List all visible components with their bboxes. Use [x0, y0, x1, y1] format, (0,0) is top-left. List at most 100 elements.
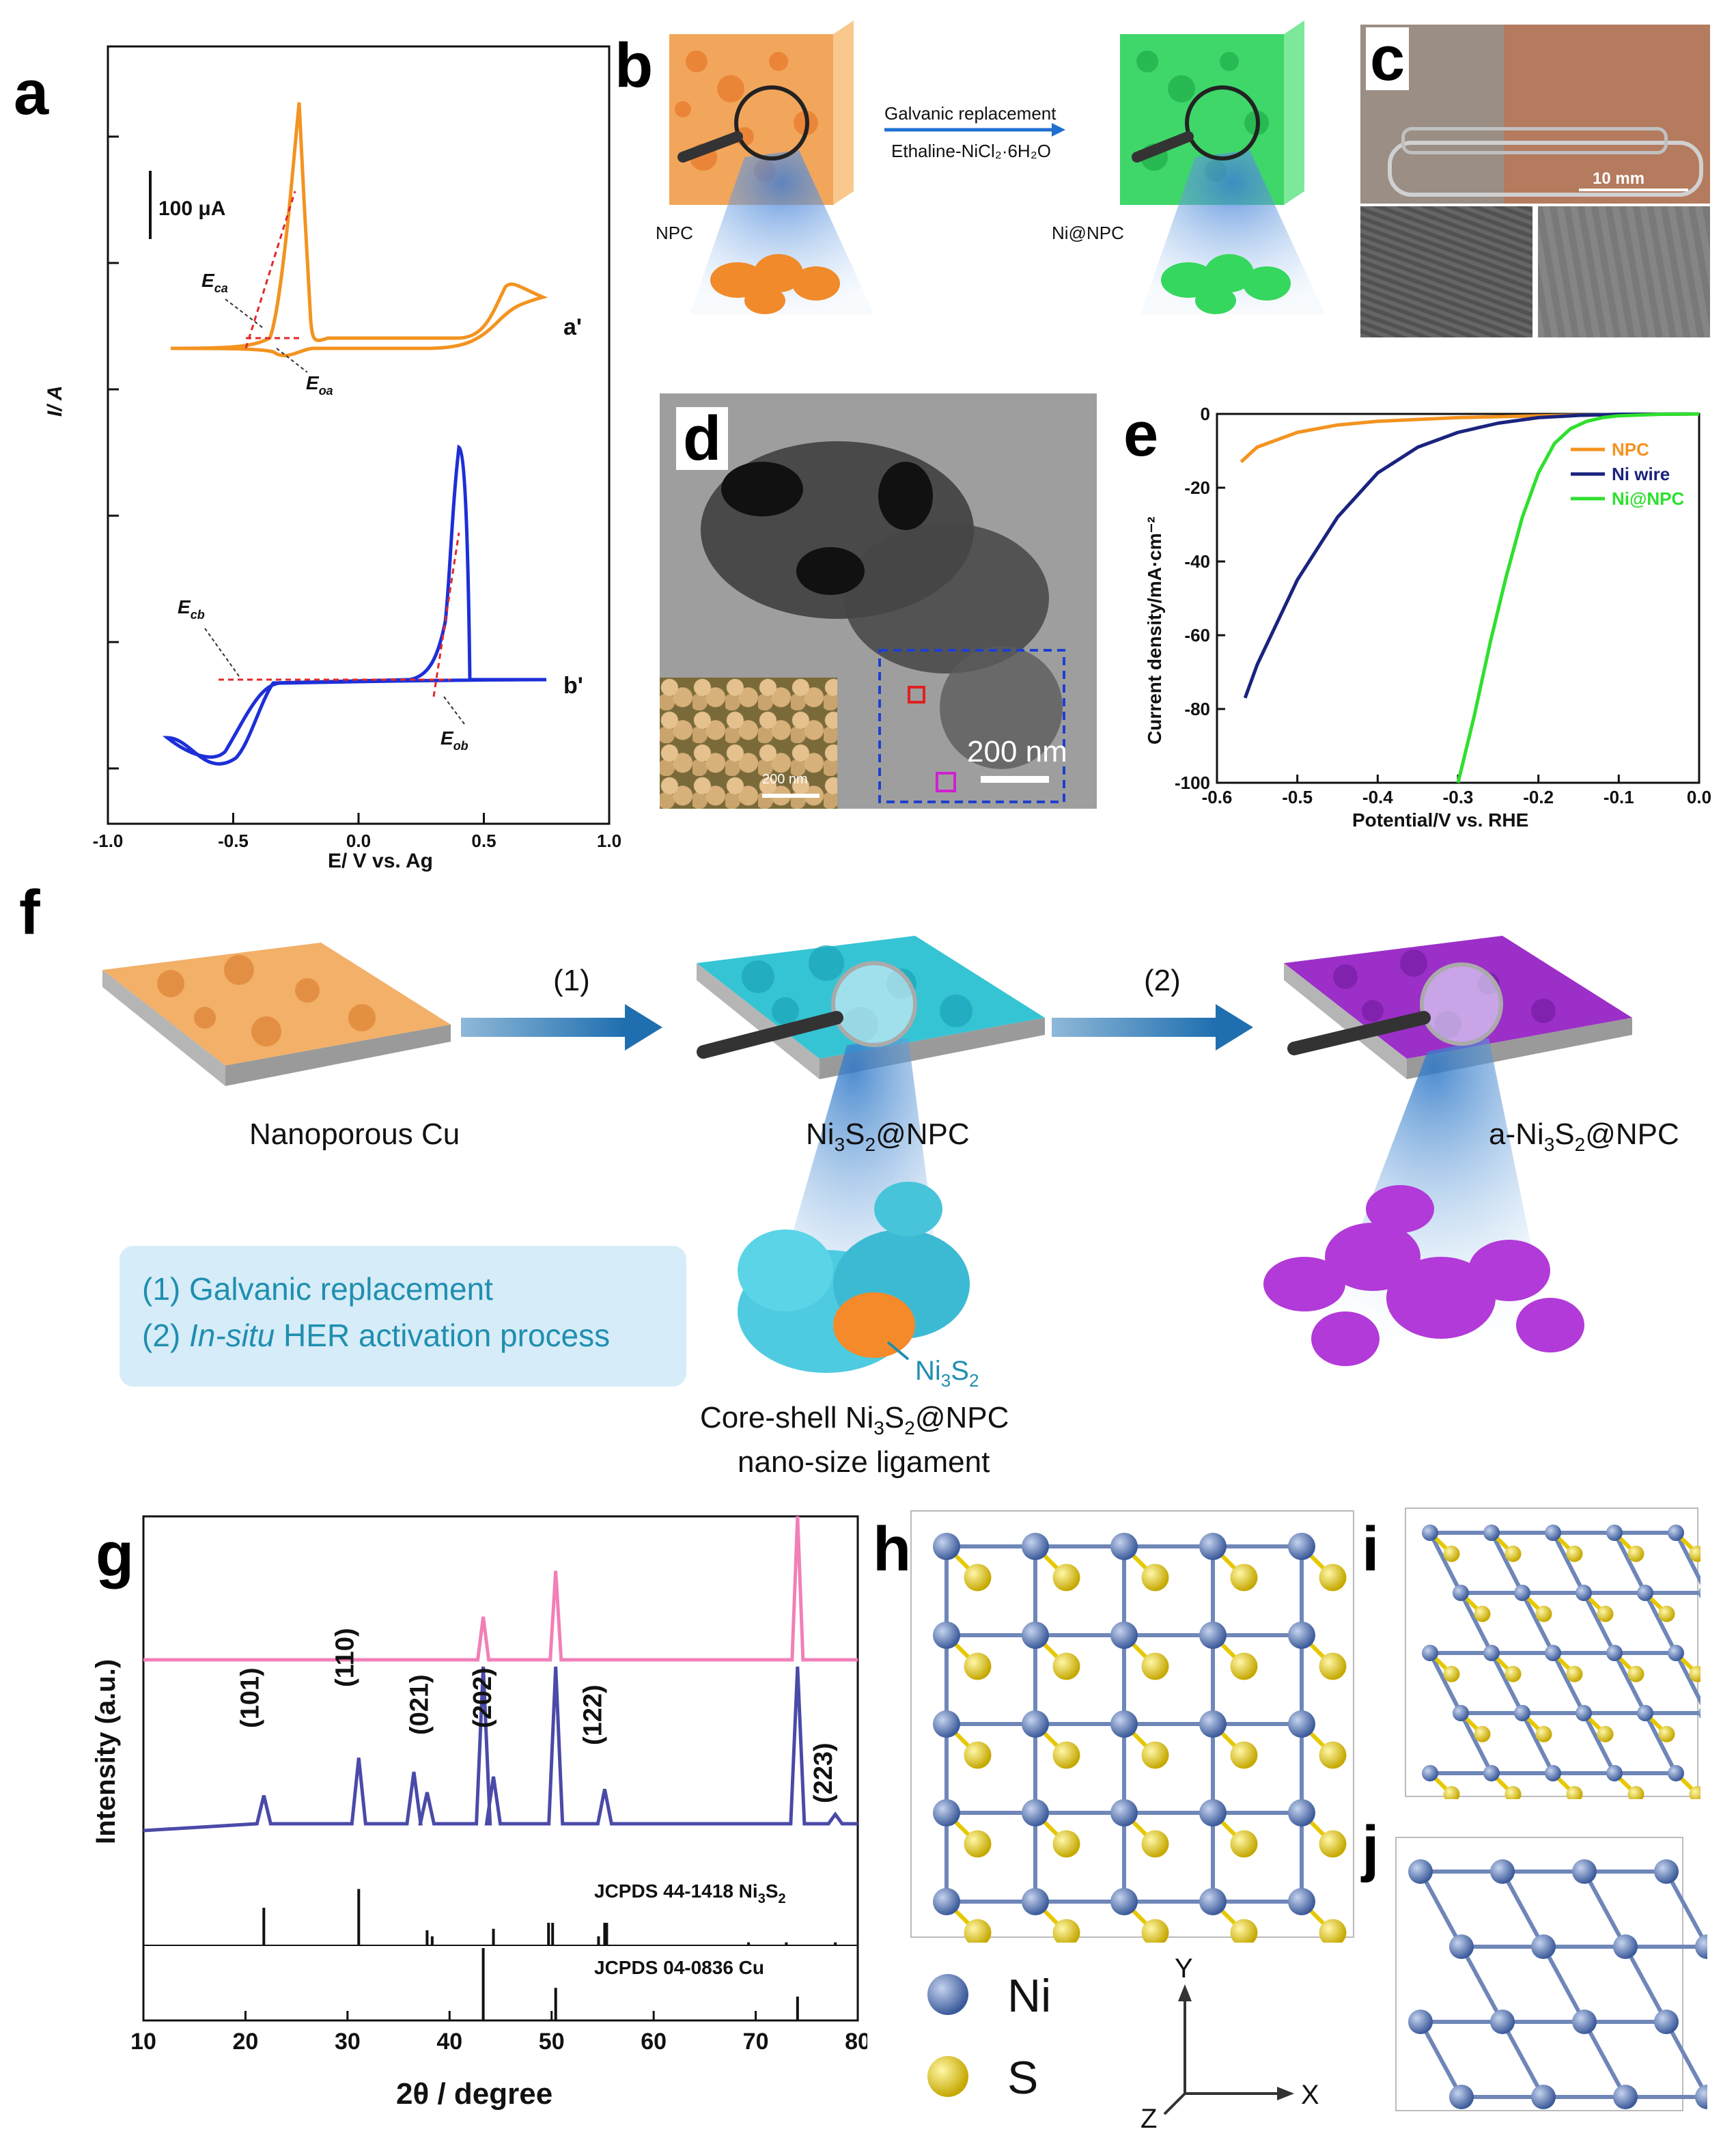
panel-a-xtick-label: -1.0	[93, 831, 124, 851]
s-atom	[964, 1564, 992, 1592]
panel-h-lattice	[933, 1533, 1347, 1943]
ni-atom	[1022, 1622, 1049, 1649]
ni-atom	[1110, 1533, 1138, 1560]
panel-i-cell	[1405, 1507, 1698, 1797]
s-atom	[1319, 1652, 1347, 1680]
s-atom	[1230, 1741, 1258, 1769]
label-E-ob: Eob	[440, 727, 468, 753]
ni-atom	[933, 1622, 960, 1649]
step2-arrowhead	[1216, 1004, 1253, 1051]
ni-atom	[1422, 1525, 1438, 1541]
panel-g-xtick-label: 50	[539, 2029, 565, 2055]
ni-atom	[1199, 1888, 1227, 1915]
tangent-a	[244, 191, 296, 349]
s-atom	[1443, 1665, 1460, 1682]
s-atom	[1052, 1919, 1080, 1943]
ni-atom	[933, 1888, 960, 1915]
panel-e-xtick-label: -0.3	[1443, 787, 1474, 807]
bond	[1428, 1531, 1463, 1594]
bond	[1428, 1652, 1463, 1714]
ni-atom	[1453, 1705, 1469, 1721]
axis-y-label: Y	[1175, 1954, 1193, 1984]
bond	[1418, 2020, 1464, 2098]
axis-z-label: Z	[1140, 2104, 1157, 2134]
ani3s2-magnifier-icon	[1420, 962, 1503, 1046]
tem-particle	[701, 441, 1065, 803]
axis-x-label: X	[1301, 2080, 1319, 2110]
arrow-E-oa	[276, 348, 308, 373]
panel-c-photo: 10 mm	[1360, 25, 1710, 204]
bond	[1664, 2020, 1707, 2098]
bond	[1582, 1870, 1627, 1948]
s-atom	[1474, 1725, 1491, 1742]
ninpc-name: Ni@NPC	[1052, 223, 1124, 243]
panel-e-legend-label: Ni wire	[1612, 464, 1670, 484]
panel-j-cell	[1395, 1837, 1683, 2111]
bond	[1459, 1945, 1504, 2023]
ani3s2-name: a-Ni3S2@NPC	[1489, 1117, 1679, 1155]
cu-slab-top	[102, 943, 451, 1066]
s-atom	[964, 1652, 992, 1680]
s-atom	[1052, 1830, 1080, 1858]
ni-atom	[1668, 1645, 1684, 1661]
s-atom	[1141, 1652, 1169, 1680]
ni-atom	[1449, 2085, 1474, 2109]
panel-e-ytick-label: -60	[1184, 625, 1210, 645]
cu-texture	[157, 955, 376, 1046]
panel-g-peak-label: (021)	[405, 1674, 434, 1735]
bond	[1612, 1531, 1647, 1594]
curve-b-label: b'	[563, 673, 583, 699]
bond	[1489, 1531, 1524, 1594]
ni-atom	[1514, 1705, 1530, 1721]
panel-e-legend: NPC Ni wire Ni@NPC	[1571, 439, 1684, 509]
s-atom	[1689, 1545, 1700, 1562]
s-atom	[1141, 1830, 1169, 1858]
panel-g-cu-pattern	[143, 1516, 858, 1662]
ni-atom	[1576, 1705, 1592, 1721]
panel-a-y-ticks	[108, 135, 119, 770]
step2-arrow	[1052, 1018, 1216, 1037]
s-atom	[1597, 1725, 1614, 1742]
panel-g-xtick-label: 20	[233, 2029, 259, 2055]
cu-name: Nanoporous Cu	[249, 1117, 460, 1151]
panel-g-xtick-label: 40	[436, 2029, 462, 2055]
s-atom	[1504, 1665, 1522, 1682]
ni3s2-name: Ni3S2@NPC	[806, 1117, 970, 1155]
panel-f-schematic: Nanoporous Cu (1) Ni3S2@NPC Ni3S2 Core-s…	[102, 936, 1679, 1479]
bond	[1623, 1945, 1668, 2023]
bond	[1643, 1712, 1678, 1775]
y-axis-head	[1178, 1984, 1192, 2001]
ni-atom	[1545, 1525, 1561, 1541]
panel-label-g: g	[96, 1520, 135, 1589]
bond	[1541, 1945, 1586, 2023]
s-atom	[1230, 1830, 1258, 1858]
ni-atom	[1654, 1859, 1679, 1884]
bond	[1520, 1712, 1555, 1775]
s-atom	[1230, 1652, 1258, 1680]
process-legend-box	[120, 1246, 686, 1387]
shell-pointer	[886, 1341, 910, 1361]
panel-e-xtick-label: -0.2	[1523, 787, 1554, 807]
ni-atom	[1110, 1888, 1138, 1915]
panel-e-ytick-label: 0	[1201, 404, 1210, 424]
ni-atom	[1483, 1645, 1500, 1661]
ni-atom	[1288, 1888, 1315, 1915]
panel-g-xtick-label: 30	[335, 2029, 361, 2055]
curve-a-label: a'	[563, 314, 582, 340]
ani3s2-ligament-icon	[1263, 1185, 1584, 1366]
bond	[1674, 1652, 1700, 1706]
bond	[1582, 2020, 1627, 2098]
bond	[1674, 1531, 1700, 1585]
core-shell-caption-2: nano-size ligament	[738, 1445, 990, 1479]
bond	[1520, 1592, 1555, 1654]
ni-atom	[1545, 1645, 1561, 1661]
s-atom-label: S	[1007, 2052, 1038, 2104]
bond	[1582, 1712, 1616, 1775]
ni-atom	[1695, 2085, 1707, 2109]
panel-c-sem-right	[1538, 206, 1710, 337]
bond	[1551, 1531, 1586, 1594]
ni-atom	[1199, 1622, 1227, 1649]
inset-sem-texture	[660, 678, 837, 809]
s-atom	[1230, 1919, 1258, 1943]
ni-atom	[1453, 1585, 1469, 1601]
